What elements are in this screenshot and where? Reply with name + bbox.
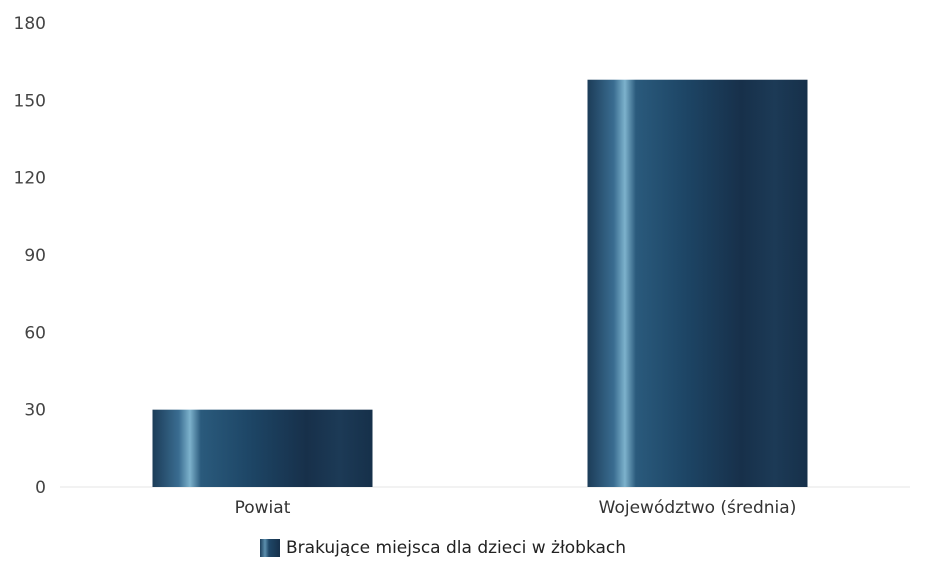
- bar-chart: 0 30 60 90 120 150 180 Powiat Województwo (śred…: [14, 14, 910, 518]
- bars-group: [152, 79, 808, 487]
- bar: [152, 409, 373, 487]
- y-tick-label: 180: [14, 14, 46, 34]
- legend: Brakujące miejsca dla dzieci w żłobkach: [260, 538, 626, 558]
- y-tick-label: 120: [14, 169, 46, 189]
- x-category-label: Województwo (średnia): [599, 498, 797, 518]
- y-tick-label: 30: [24, 401, 46, 421]
- y-tick-label: 90: [24, 246, 46, 266]
- y-tick-label: 150: [14, 91, 46, 111]
- legend-swatch: [260, 539, 280, 557]
- x-category-label: Powiat: [235, 498, 291, 518]
- x-axis: Powiat Województwo (średnia): [235, 498, 797, 518]
- bar: [587, 79, 808, 487]
- y-tick-label: 60: [24, 323, 46, 343]
- legend-label: Brakujące miejsca dla dzieci w żłobkach: [286, 538, 627, 558]
- y-tick-label: 0: [35, 478, 46, 498]
